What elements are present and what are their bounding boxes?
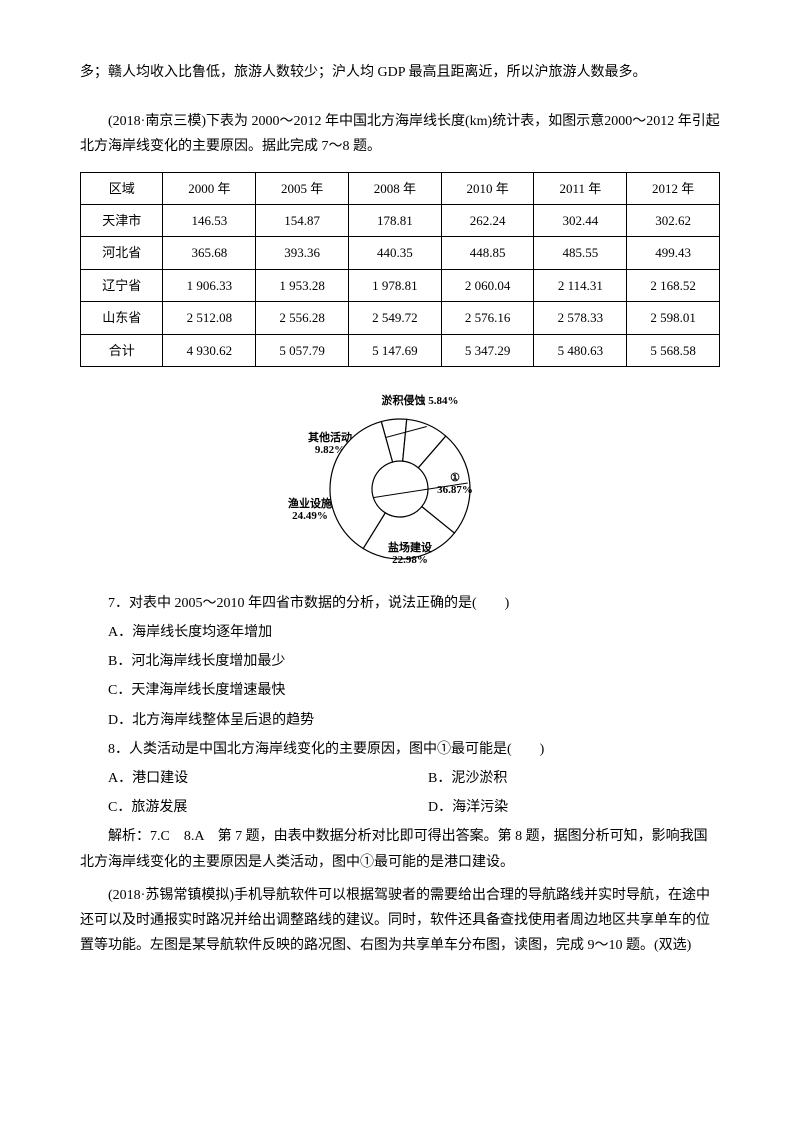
table-header: 2010 年 — [441, 172, 534, 204]
question-8-option-a: A．港口建设 — [80, 766, 400, 791]
intro-line2: (2018·南京三模)下表为 2000～2012 年中国北方海岸线长度(km)统… — [80, 109, 720, 159]
table-cell: 河北省 — [81, 237, 163, 269]
table-header: 2005 年 — [256, 172, 349, 204]
intro-line1: 多；赣人均收入比鲁低，旅游人数较少；沪人均 GDP 最高且距离近，所以沪旅游人数… — [80, 60, 720, 85]
question-8-stem: 8．人类活动是中国北方海岸线变化的主要原因，图中①最可能是( ) — [80, 737, 720, 762]
spacer — [80, 93, 720, 109]
question-8-option-c: C．旅游发展 — [80, 795, 400, 820]
question-7-option-b: B．河北海岸线长度增加最少 — [80, 649, 720, 674]
table-cell: 302.44 — [534, 204, 627, 236]
question-8-row-ab: A．港口建设 B．泥沙淤积 — [80, 766, 720, 795]
table-header: 2011 年 — [534, 172, 627, 204]
question-7-stem: 7．对表中 2005～2010 年四省市数据的分析，说法正确的是( ) — [80, 591, 720, 616]
followup-intro: (2018·苏锡常镇模拟)手机导航软件可以根据驾驶者的需要给出合理的导航路线并实… — [80, 883, 720, 959]
table-cell: 178.81 — [348, 204, 441, 236]
table-row: 河北省365.68393.36440.35448.85485.55499.43 — [81, 237, 720, 269]
table-cell: 485.55 — [534, 237, 627, 269]
table-cell: 2 576.16 — [441, 302, 534, 334]
table-cell: 2 168.52 — [627, 269, 720, 301]
table-cell: 4 930.62 — [163, 334, 256, 366]
question-8-row-cd: C．旅游发展 D．海洋污染 — [80, 795, 720, 824]
table-cell: 1 906.33 — [163, 269, 256, 301]
table-cell: 2 060.04 — [441, 269, 534, 301]
table-cell: 合计 — [81, 334, 163, 366]
pie-chart: 淤积侵蚀 5.84%其他活动9.82%渔业设施24.49%盐场建设22.98%①… — [280, 379, 520, 579]
pie-slice-label: 盐场建设22.98% — [388, 540, 433, 566]
table-cell: 天津市 — [81, 204, 163, 236]
table-cell: 262.24 — [441, 204, 534, 236]
table-cell: 2 578.33 — [534, 302, 627, 334]
table-cell: 154.87 — [256, 204, 349, 236]
pie-slice-label: 渔业设施24.49% — [288, 496, 332, 522]
explanation: 解析：7.C 8.A 第 7 题，由表中数据分析对比即可得出答案。第 8 题，据… — [80, 824, 720, 874]
table-header: 2012 年 — [627, 172, 720, 204]
table-cell: 5 480.63 — [534, 334, 627, 366]
table-row: 合计4 930.625 057.795 147.695 347.295 480.… — [81, 334, 720, 366]
table-header: 区域 — [81, 172, 163, 204]
table-cell: 2 512.08 — [163, 302, 256, 334]
table-cell: 1 953.28 — [256, 269, 349, 301]
question-7-option-c: C．天津海岸线长度增速最快 — [80, 678, 720, 703]
table-row: 辽宁省1 906.331 953.281 978.812 060.042 114… — [81, 269, 720, 301]
table-cell: 2 556.28 — [256, 302, 349, 334]
question-8-option-b: B．泥沙淤积 — [400, 766, 720, 791]
table-cell: 2 549.72 — [348, 302, 441, 334]
question-8-option-d: D．海洋污染 — [400, 795, 720, 820]
table-cell: 5 057.79 — [256, 334, 349, 366]
table-cell: 365.68 — [163, 237, 256, 269]
table-cell: 146.53 — [163, 204, 256, 236]
table-cell: 辽宁省 — [81, 269, 163, 301]
table-cell: 5 347.29 — [441, 334, 534, 366]
table-header: 2008 年 — [348, 172, 441, 204]
table-cell: 2 114.31 — [534, 269, 627, 301]
question-7-option-a: A．海岸线长度均逐年增加 — [80, 620, 720, 645]
table-cell: 448.85 — [441, 237, 534, 269]
table-cell: 5 147.69 — [348, 334, 441, 366]
table-cell: 1 978.81 — [348, 269, 441, 301]
table-cell: 499.43 — [627, 237, 720, 269]
table-cell: 5 568.58 — [627, 334, 720, 366]
pie-slice-label: 淤积侵蚀 5.84% — [382, 393, 459, 407]
table-row: 山东省2 512.082 556.282 549.722 576.162 578… — [81, 302, 720, 334]
table-header-row: 区域 2000 年 2005 年 2008 年 2010 年 2011 年 20… — [81, 172, 720, 204]
table-header: 2000 年 — [163, 172, 256, 204]
table-cell: 302.62 — [627, 204, 720, 236]
table-cell: 山东省 — [81, 302, 163, 334]
table-cell: 440.35 — [348, 237, 441, 269]
table-row: 天津市146.53154.87178.81262.24302.44302.62 — [81, 204, 720, 236]
pie-chart-container: 淤积侵蚀 5.84%其他活动9.82%渔业设施24.49%盐场建设22.98%①… — [80, 379, 720, 579]
table-cell: 2 598.01 — [627, 302, 720, 334]
data-table: 区域 2000 年 2005 年 2008 年 2010 年 2011 年 20… — [80, 172, 720, 367]
table-cell: 393.36 — [256, 237, 349, 269]
question-7-option-d: D．北方海岸线整体呈后退的趋势 — [80, 708, 720, 733]
